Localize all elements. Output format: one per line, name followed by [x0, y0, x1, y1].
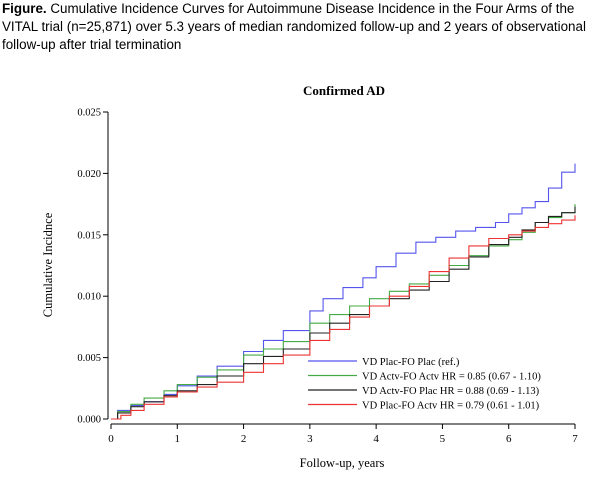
legend-label: VD Plac-FO Plac (ref.): [362, 357, 460, 368]
legend-label: VD Plac-FO Actv HR = 0.79 (0.61 - 1.01): [362, 401, 540, 412]
x-axis-label: Follow-up, years: [300, 456, 385, 470]
caption-label: Figure.: [2, 1, 47, 16]
x-tick-label: 3: [307, 433, 313, 445]
y-axis-label: Cumulative Incidnce: [41, 212, 55, 317]
y-tick-label: 0.005: [77, 353, 101, 364]
y-tick-label: 0.025: [77, 108, 101, 119]
x-tick-label: 1: [175, 433, 181, 445]
y-tick-label: 0.020: [77, 169, 101, 180]
x-tick-label: 5: [440, 433, 446, 445]
legend-label: VD Actv-FO Actv HR = 0.85 (0.67 - 1.10): [362, 372, 541, 383]
x-tick-label: 4: [373, 433, 379, 445]
legend-label: VD Actv-FO Plac HR = 0.88 (0.69 - 1.13): [362, 386, 540, 397]
x-tick-label: 7: [572, 433, 578, 445]
x-tick-label: 6: [506, 433, 512, 445]
y-tick-label: 0.010: [77, 292, 101, 303]
x-tick-label: 2: [241, 433, 247, 445]
figure-caption: Figure. Cumulative Incidence Curves for …: [2, 0, 598, 54]
y-tick-label: 0.015: [77, 230, 101, 241]
caption-text: Cumulative Incidence Curves for Autoimmu…: [2, 1, 586, 52]
chart-title: Confirmed AD: [303, 83, 385, 98]
y-tick-label: 0.000: [77, 415, 101, 426]
series-line-3: [111, 215, 576, 420]
x-tick-label: 0: [108, 433, 114, 445]
